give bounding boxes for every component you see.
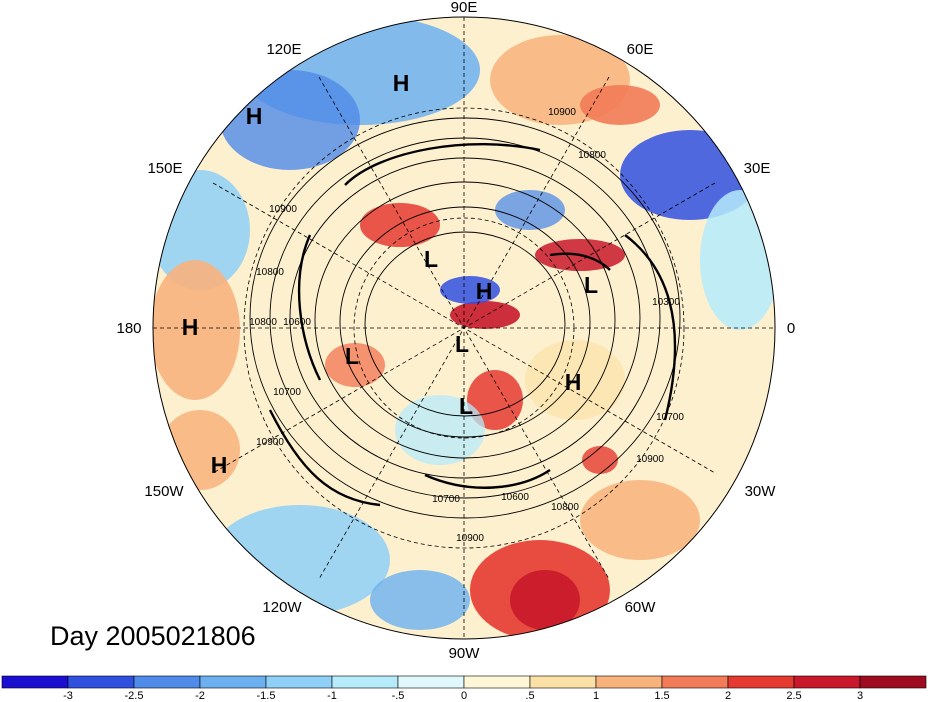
colorbar-tick-label: 2.5: [786, 690, 801, 702]
colorbar-swatch: [859, 675, 927, 689]
high-center-6: H: [211, 452, 228, 478]
colorbar-tick-label: -.5: [392, 690, 405, 702]
lon-label-90e: 90E: [451, 0, 478, 16]
colorbar: -3 -2.5 -2 -1.5 -1 -.5 0 .5 1 1.5 2 2.5 3: [1, 675, 927, 702]
colorbar-swatch: [331, 675, 399, 689]
contour-labels: 10900 10800 10900 10800 10600 10800 1070…: [249, 107, 684, 544]
colorbar-tick-label: -1: [327, 690, 337, 702]
contour-label: 10800: [578, 150, 606, 161]
contour-label: 10600: [501, 492, 529, 503]
day-title: Day 2005021806: [50, 621, 256, 651]
colorbar-tick-label: 3: [857, 690, 863, 702]
colorbar-tick-label: -2.5: [125, 690, 144, 702]
colorbar-swatch: [199, 675, 267, 689]
colorbar-tick-label: -1.5: [257, 690, 276, 702]
height-contours: [249, 117, 681, 519]
contour-label: 10900: [548, 107, 576, 118]
lon-label-150e: 150E: [147, 160, 182, 177]
colorbar-tick-label: -3: [63, 690, 73, 702]
contour-label: 10800: [551, 502, 579, 513]
low-center-3: L: [455, 331, 469, 357]
lon-label-150w: 150W: [144, 483, 184, 500]
colorbar-swatch: [595, 675, 663, 689]
low-center-2: L: [584, 272, 598, 298]
contour-label: 10700: [656, 412, 684, 423]
longitude-labels: 90E 60E 30E 0 30W 60W 90W 120W 150W 180 …: [116, 0, 795, 662]
graticule: [153, 17, 775, 639]
high-center-1: H: [393, 70, 410, 96]
colorbar-swatch: [463, 675, 531, 689]
colorbar-swatch: [529, 675, 597, 689]
contour-label: 10800: [249, 317, 277, 328]
high-center-4: H: [182, 314, 199, 340]
colorbar-tick-label: .5: [525, 690, 534, 702]
lon-label-120e: 120E: [266, 41, 301, 58]
colorbar-tick-label: 0: [461, 690, 467, 702]
contour-label: 10800: [256, 267, 284, 278]
lon-label-30e: 30E: [744, 160, 771, 177]
pressure-centers: H H L H L H L L L H H: [182, 70, 598, 478]
colorbar-tick-label: 2: [725, 690, 731, 702]
high-center-3: H: [476, 278, 493, 304]
lon-label-60e: 60E: [627, 41, 654, 58]
colorbar-swatch: [727, 675, 795, 689]
low-center-4: L: [345, 343, 359, 369]
contour-label: 10900: [256, 437, 284, 448]
contour-label: 10900: [269, 204, 297, 215]
contour-label: 10900: [636, 454, 664, 465]
colorbar-tick-label: -2: [195, 690, 205, 702]
contour-label: 10600: [283, 317, 311, 328]
high-center-2: H: [246, 103, 263, 129]
lon-label-120w: 120W: [262, 599, 302, 616]
colorbar-swatch: [1, 675, 69, 689]
colorbar-tick-label: 1.5: [654, 690, 669, 702]
high-center-5: H: [565, 369, 582, 395]
colorbar-swatch: [67, 675, 135, 689]
map-boundary: [152, 16, 776, 640]
low-center-1: L: [424, 246, 438, 272]
contour-label: 10300: [652, 297, 680, 308]
low-center-5: L: [459, 393, 473, 419]
contour-label: 10700: [273, 387, 301, 398]
colorbar-swatch: [133, 675, 201, 689]
colorbar-swatch: [661, 675, 729, 689]
colorbar-swatch: [265, 675, 333, 689]
lon-label-30w: 30W: [745, 483, 777, 500]
lon-label-90w: 90W: [449, 645, 481, 662]
lon-label-0: 0: [787, 320, 795, 337]
colorbar-swatch: [793, 675, 861, 689]
lon-label-60w: 60W: [625, 599, 657, 616]
colorbar-swatch: [397, 675, 465, 689]
contour-label: 10700: [432, 494, 460, 505]
lon-label-180: 180: [116, 320, 141, 337]
contour-label: 10900: [456, 533, 484, 544]
colorbar-tick-label: 1: [593, 690, 599, 702]
